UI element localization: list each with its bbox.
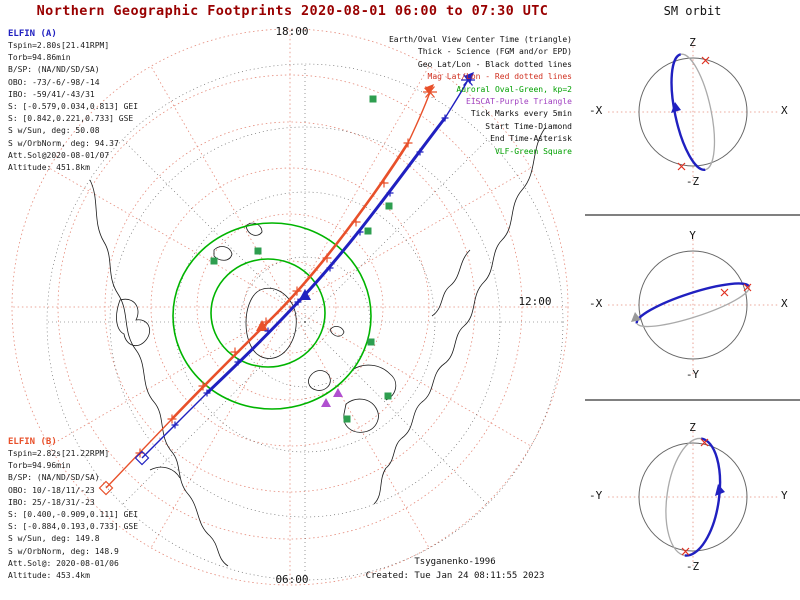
info-line: OBO: 10/-18/11/-23 bbox=[8, 485, 95, 495]
info-line: Att.Sol@2020-08-01/07 bbox=[8, 150, 110, 160]
info-line: Torb=94.96min bbox=[8, 461, 71, 471]
axis-label-top: Z bbox=[689, 36, 696, 49]
elfin-b-arrow bbox=[424, 84, 434, 95]
info-line: Torb=94.86min bbox=[8, 53, 71, 63]
legend-line: Start Time-Diamond bbox=[485, 121, 572, 131]
info-line: B/SP: (NA/ND/SD/SA) bbox=[8, 473, 100, 483]
info-line: S w/Sun, deg: 50.08 bbox=[8, 126, 100, 136]
elfin-a-start-diamond bbox=[134, 450, 150, 466]
info-line: S: [0.842,0.221,0.733] GSE bbox=[8, 114, 134, 124]
elfin-a-arrow bbox=[464, 72, 474, 84]
info-line: OBO: -73/-6/-98/-14 bbox=[8, 77, 100, 87]
legend: Earth/Oval View Center Time (triangle) T… bbox=[272, 34, 572, 158]
axis-label-right: X bbox=[781, 104, 788, 117]
footer-model: Tsyganenko-1996 bbox=[414, 557, 496, 567]
elfin-b-info: ELFIN (B) Tspin=2.82s[21.22RPM] Torb=94.… bbox=[8, 436, 188, 582]
elfin-b-center-triangle bbox=[256, 320, 268, 331]
elfin-a-track bbox=[134, 72, 475, 466]
sm-orbit-area: SM orbit Z -Z -X X Y -Y -X X Z -Z -Y Y bbox=[585, 0, 800, 600]
elfin-a-info: ELFIN (A) Tspin=2.80s[21.41RPM] Torb=94.… bbox=[8, 28, 188, 174]
orbit-marks bbox=[681, 438, 709, 556]
legend-line: Earth/Oval View Center Time (triangle) bbox=[388, 35, 572, 44]
axis-label-left: -X bbox=[589, 104, 603, 117]
axis-label-bottom: -Z bbox=[685, 175, 700, 188]
map-plot bbox=[11, 28, 569, 586]
legend-line: End Time-Asterisk bbox=[490, 134, 572, 144]
mag-grid bbox=[11, 28, 569, 586]
info-line: Tspin=2.80s[21.41RPM] bbox=[8, 41, 110, 50]
elfin-a-label: ELFIN (A) bbox=[8, 29, 57, 39]
axis-label-left: -X bbox=[589, 297, 603, 310]
sm-panel-xz bbox=[608, 42, 778, 182]
orbit-arrow bbox=[671, 102, 681, 113]
info-line: S: [-0.579,0.034,0.813] GEI bbox=[8, 102, 139, 112]
legend-line: Thick - Science (FGM and/or EPD) bbox=[417, 47, 572, 57]
legend-line: VLF-Green Square bbox=[494, 146, 572, 156]
elfin-a-ticks bbox=[171, 114, 449, 429]
info-line: S: [0.400,-0.909,0.111] GEI bbox=[8, 510, 139, 520]
orbit-arrow bbox=[715, 484, 725, 496]
elfin-a-center-triangle bbox=[299, 289, 311, 300]
axis-label-top: Y bbox=[689, 229, 696, 242]
time-label-right: 12:00 bbox=[518, 295, 552, 308]
sm-orbit-plot bbox=[585, 42, 800, 567]
legend-line: EISCAT-Purple Triangle bbox=[466, 97, 572, 107]
footer-created: Created: Tue Jan 24 08:11:55 2023 bbox=[365, 571, 545, 581]
info-line: S w/OrbNorm, deg: 148.9 bbox=[8, 546, 119, 556]
time-label-top: 18:00 bbox=[275, 25, 309, 38]
info-line: Tspin=2.82s[21.22RPM] bbox=[8, 449, 110, 458]
vlf-squares bbox=[210, 95, 393, 423]
legend-line: Mag Lat/Lon - Red dotted lines bbox=[427, 72, 573, 82]
legend-line: Tick Marks every 5min bbox=[470, 109, 572, 119]
axis-label-bottom: -Z bbox=[685, 560, 700, 573]
axis-label-left: -Y bbox=[589, 489, 603, 502]
map-area: Northern Geographic Footprints 2020-08-0… bbox=[8, 3, 572, 586]
axis-label-top: Z bbox=[689, 421, 696, 434]
auroral-oval bbox=[172, 222, 372, 410]
axis-label-right: Y bbox=[781, 489, 788, 502]
sm-panel-yz bbox=[608, 427, 778, 567]
orbit-marks bbox=[677, 56, 710, 171]
info-line: Att.Sol@: 2020-08-01/06 bbox=[8, 558, 119, 568]
time-label-bottom: 06:00 bbox=[275, 573, 309, 586]
panel-separators bbox=[585, 214, 800, 401]
info-line: IBO: 25/-18/31/-23 bbox=[8, 497, 95, 507]
axis-label-bottom: -Y bbox=[685, 368, 700, 381]
orbit-marks bbox=[720, 283, 752, 297]
eiscat-triangles bbox=[321, 388, 343, 407]
orbit-arrow bbox=[631, 312, 641, 322]
info-line: S w/Sun, deg: 149.8 bbox=[8, 534, 100, 544]
info-line: B/SP: (NA/ND/SD/SA) bbox=[8, 65, 100, 75]
axis-label-right: X bbox=[781, 297, 788, 310]
coastlines bbox=[89, 127, 546, 567]
plot-title: Northern Geographic Footprints 2020-08-0… bbox=[36, 3, 549, 19]
info-line: Altitude: 453.4km bbox=[8, 571, 90, 581]
info-line: Altitude: 451.8km bbox=[8, 163, 90, 173]
elfin-b-start-diamond bbox=[98, 480, 114, 496]
legend-line: Geo Lat/Lon - Black dotted lines bbox=[417, 59, 572, 69]
legend-line: Auroral Oval-Green, kp=2 bbox=[456, 84, 572, 94]
info-line: IBO: -59/41/-43/31 bbox=[8, 89, 95, 99]
sm-orbit-title: SM orbit bbox=[663, 4, 722, 18]
sm-panel-xy bbox=[608, 235, 778, 375]
elfin-b-label: ELFIN (B) bbox=[8, 437, 57, 447]
info-line: S: [-0.884,0.193,0.733] GSE bbox=[8, 522, 139, 532]
info-line: S w/OrbNorm, deg: 94.37 bbox=[8, 138, 119, 148]
